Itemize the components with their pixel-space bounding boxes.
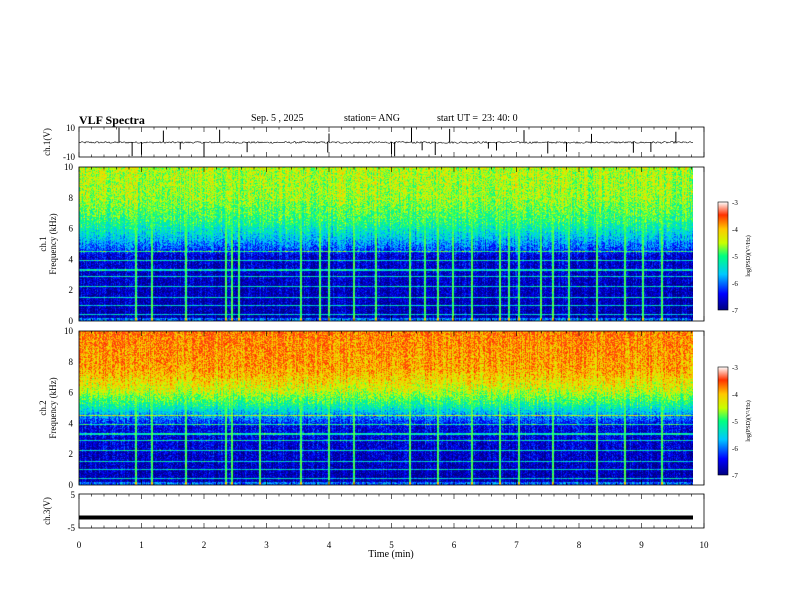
ch2-colorbar-label: log(PSD)(V²/Hz)	[745, 400, 752, 441]
ch2-frequency-ylabel: Frequency (kHz)	[48, 377, 58, 438]
ch1-cbar-tick-4: -4	[732, 226, 738, 234]
time-axis-labels: 0 1 2 3 4 5 6 7 8 9 10	[77, 540, 709, 550]
time-tick-label-0: 0	[77, 540, 82, 550]
ch3-ytick-top: 5	[71, 490, 76, 500]
ch1-cbar-tick-7: -7	[732, 307, 738, 315]
start-ut-value: 23: 40: 0	[482, 113, 518, 124]
time-axis-label: Time (min)	[368, 549, 413, 560]
ch1-ytick-bottom: -10	[63, 152, 75, 162]
time-tick-label-9: 9	[639, 540, 644, 550]
ch2-cbar-tick-7: -7	[732, 472, 738, 480]
ch3-ytick-bottom: -5	[68, 523, 76, 533]
ch2-freq-tick-4: 4	[69, 418, 74, 428]
ch2-cbar-tick-5: -5	[732, 418, 738, 426]
ch1-freq-tick-4: 4	[69, 254, 74, 264]
time-tick-label-2: 2	[202, 540, 207, 550]
ch2-spectrogram-ylabel: ch.2	[38, 400, 48, 415]
ch1-cbar-tick-6: -6	[732, 280, 738, 288]
ch1-freq-tick-0: 0	[69, 316, 74, 326]
ch2-spectrogram-panel: 0 2 4 6 8 10 ch.2 Frequency (kHz) -3 -4 …	[38, 326, 752, 490]
date-label: Sep. 5 , 2025	[251, 113, 304, 124]
time-tick-label-10: 10	[700, 540, 710, 550]
ch1-spectrogram-panel: 0 2 4 6 8 10 ch.1 Frequency (kHz) -3 -4 …	[38, 162, 752, 326]
ch2-freq-tick-6: 6	[69, 388, 74, 398]
station-label: station= ANG	[344, 113, 400, 124]
ch1-colorbar	[717, 201, 729, 311]
ch2-spectrogram-yticks: 0 2 4 6 8 10	[64, 326, 74, 490]
ch1-freq-tick-2: 2	[69, 285, 74, 295]
ch1-waveform-spikes	[118, 127, 677, 157]
ch2-spectrogram-image	[79, 331, 693, 485]
ch1-cbar-tick-5: -5	[732, 253, 738, 261]
ch1-frequency-ylabel: Frequency (kHz)	[48, 213, 58, 274]
ch1-colorbar-label: log(PSD)(V²/Hz)	[745, 235, 752, 276]
ch1-spectrogram-ylabel: ch.1	[38, 236, 48, 251]
ch1-cbar-tick-3: -3	[732, 199, 738, 207]
ch2-freq-tick-10: 10	[64, 326, 74, 336]
time-tick-label-1: 1	[139, 540, 144, 550]
start-ut-prefix: start UT =	[437, 113, 479, 124]
figure-title: VLF Spectra	[79, 113, 145, 127]
ch1-spectrogram-yticks: 0 2 4 6 8 10	[64, 162, 74, 326]
ch1-freq-tick-10: 10	[64, 162, 74, 172]
ch2-cbar-tick-3: -3	[732, 364, 738, 372]
ch1-waveform-ylabel: ch.1(V)	[42, 128, 52, 156]
ch1-waveform-line	[78, 141, 694, 144]
ch1-spectrogram-image	[79, 167, 693, 321]
time-tick-label-3: 3	[264, 540, 269, 550]
ch2-freq-tick-0: 0	[69, 480, 74, 490]
ch3-waveform-ylabel: ch.3(V)	[42, 497, 52, 525]
ch1-ytick-top: 10	[66, 123, 76, 133]
time-tick-label-4: 4	[327, 540, 332, 550]
ch1-freq-tick-8: 8	[69, 193, 74, 203]
time-tick-label-7: 7	[514, 540, 519, 550]
ch3-waveform-panel: 5 -5 ch.3(V)	[42, 490, 705, 533]
ch2-cbar-tick-6: -6	[732, 445, 738, 453]
time-axis-ticks	[78, 127, 705, 528]
ch2-colorbar	[717, 366, 729, 476]
time-tick-label-6: 6	[452, 540, 457, 550]
time-tick-label-8: 8	[577, 540, 582, 550]
start-time-label: start UT = 23: 40: 0	[437, 113, 522, 124]
ch2-freq-tick-2: 2	[69, 449, 74, 459]
time-tick-label-5: 5	[389, 540, 394, 550]
ch1-freq-tick-6: 6	[69, 224, 74, 234]
ch2-freq-tick-8: 8	[69, 357, 74, 367]
ch2-cbar-tick-4: -4	[732, 391, 738, 399]
